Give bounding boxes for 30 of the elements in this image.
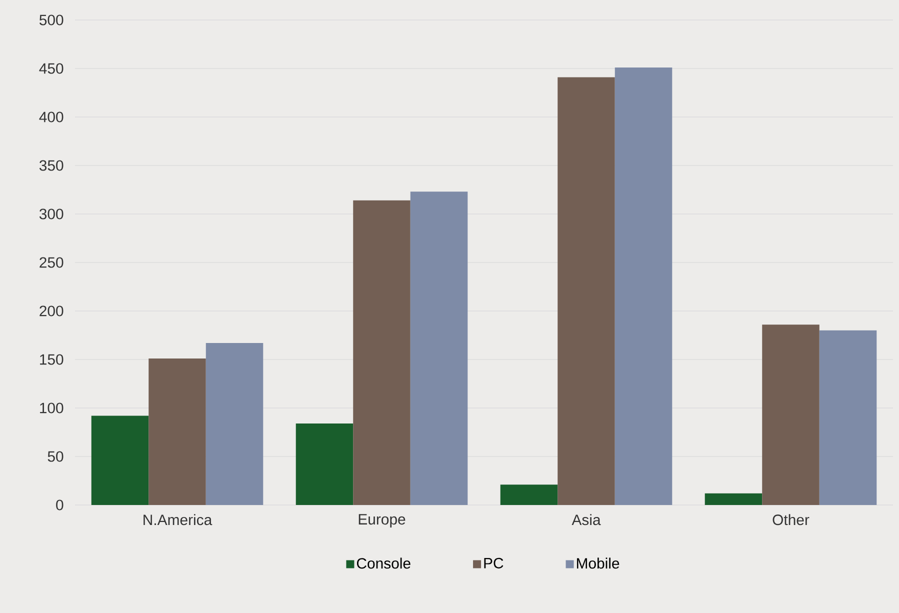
legend-label: PC	[484, 558, 504, 568]
y-tick-label: 150	[40, 354, 64, 365]
legend-label: Console	[356, 558, 410, 569]
bar	[148, 358, 206, 505]
x-tick-label: Europe	[358, 514, 406, 528]
bar	[819, 330, 877, 505]
bar	[704, 493, 762, 505]
bar	[296, 424, 354, 505]
y-tick-label: 50	[48, 451, 64, 462]
bar	[353, 200, 410, 505]
y-tick-label: 350	[39, 160, 64, 171]
bar	[558, 77, 615, 505]
x-tick-label: Asia	[572, 514, 601, 526]
y-tick-label: 250	[40, 257, 64, 268]
bar	[206, 342, 264, 505]
bar	[500, 484, 558, 505]
y-tick-label: 0	[56, 500, 64, 510]
x-tick-label: N.America	[144, 514, 212, 526]
bar	[91, 416, 149, 505]
bar	[614, 68, 672, 505]
x-tick-label: Other	[772, 514, 810, 526]
y-tick-label: 450	[39, 63, 64, 74]
legend-label: Mobile	[576, 558, 620, 569]
y-tick-label: 500	[39, 14, 64, 26]
y-tick-label: 200	[40, 306, 64, 316]
bar	[762, 324, 820, 505]
y-tick-label: 300	[39, 208, 64, 220]
bar	[410, 192, 468, 505]
y-tick-label: 100	[40, 402, 64, 414]
y-tick-label: 400	[39, 112, 64, 122]
